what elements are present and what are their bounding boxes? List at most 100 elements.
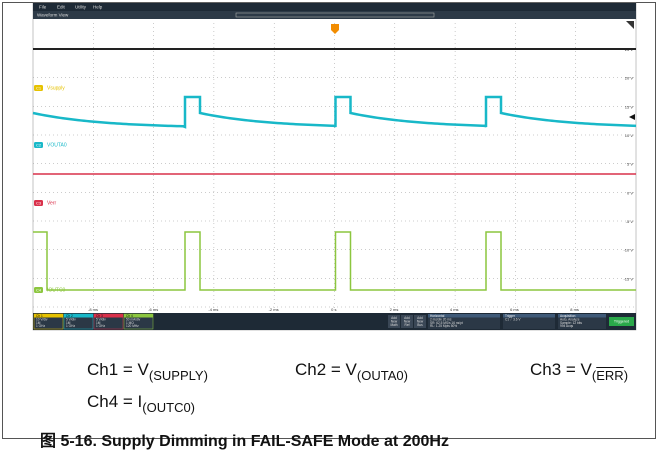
channel-badge — [34, 85, 43, 91]
add-button-text: New — [391, 319, 398, 323]
channel-badge — [34, 287, 43, 293]
channel-box-line: 50 mA/div — [126, 318, 141, 322]
window-title: Waveform View — [37, 13, 69, 18]
channel-box-title: Ch 4 — [126, 314, 133, 318]
channel-id: C4 — [36, 287, 42, 292]
channel-box-title: Ch 2 — [66, 314, 73, 318]
add-button-text: Ref — [405, 323, 410, 327]
add-button — [388, 315, 400, 328]
add-button — [414, 315, 426, 328]
acquisition-head — [558, 314, 606, 318]
channel-badge — [34, 200, 43, 206]
acquisition-box — [558, 314, 606, 329]
channel-id: C3 — [36, 200, 42, 205]
channel-box-head — [64, 314, 93, 318]
legend-text: Ch4 = I — [87, 392, 143, 411]
legend-ch1: Ch1 = V(SUPPLY) — [87, 360, 208, 383]
legend-text: Ch1 = V — [87, 360, 149, 379]
channel-badge — [34, 142, 43, 148]
channel-id: C2 — [36, 142, 42, 147]
legend-ch3: Ch3 = V(ERR) — [530, 360, 628, 383]
horizontal-title: Horizontal — [430, 314, 445, 318]
record-view — [235, 12, 435, 18]
channel-name: Verr — [47, 201, 57, 207]
horizontal-line: SR: 62.5 MS/s 16 ns/pt — [430, 321, 463, 325]
add-button-text: Bus — [417, 323, 423, 327]
channel-name: IOUTC0 — [47, 288, 66, 294]
time-label: 2 ms — [390, 307, 399, 312]
trace-voutao — [32, 95, 637, 129]
menu-bar — [33, 3, 636, 11]
y-level-label: 10 V — [625, 133, 634, 138]
add-button-text: New — [404, 319, 411, 323]
y-level-label: -10 V — [623, 248, 633, 253]
add-button-text: Math — [390, 323, 397, 327]
horizontal-line: RL: 1.25 Mpts 50% — [430, 324, 457, 328]
legend-sub: (OUTA0) — [356, 368, 408, 383]
legend-ch4: Ch4 = I(OUTC0) — [87, 392, 195, 415]
screen-bg — [32, 2, 637, 331]
channel-box-line: 1 GHz — [36, 324, 45, 328]
acquisition-line: Sample: 12 bits — [560, 321, 582, 325]
y-level-label: -15 V — [623, 276, 633, 281]
channel-box-line: 1M — [96, 321, 101, 325]
menu-item: File — [39, 5, 47, 10]
channel-name: VOUTA0 — [47, 143, 67, 149]
add-button — [401, 315, 413, 328]
trigger-line: C1 ⟋ 3.6 V — [505, 318, 521, 322]
add-button-text: New — [417, 319, 424, 323]
channel-box-head — [94, 314, 123, 318]
channel-box-head — [124, 314, 153, 318]
add-button-text: Add — [391, 316, 397, 320]
time-label: 8 ms — [570, 307, 579, 312]
trigger-level — [629, 114, 635, 120]
channel-box-line: 120 MHz — [126, 324, 139, 328]
menu-item: Utility — [75, 5, 87, 10]
time-label: -8 ms — [88, 307, 98, 312]
status-button — [609, 317, 634, 326]
time-label: -2 ms — [269, 307, 279, 312]
horizontal-line: 2 ms/div 20 ms — [430, 318, 452, 322]
y-level-label: 5 V — [627, 162, 633, 167]
legend-sub: (SUPPLY) — [148, 368, 208, 383]
add-button-text: Add — [404, 316, 410, 320]
channel-box-title: Ch 3 — [96, 314, 103, 318]
menu-item: Help — [93, 5, 103, 10]
acquisition-line: 994 Acqs — [560, 324, 574, 328]
legend-sub: ERR — [596, 368, 624, 383]
channel-box-line: 1 MΩ — [126, 321, 134, 325]
channel-box-line: 1 GHz — [66, 324, 75, 328]
horizontal-head — [428, 314, 500, 318]
trigger-title: Trigger — [505, 314, 516, 318]
figure-frame — [2, 2, 656, 439]
legend-text: Ch3 = V — [530, 360, 592, 379]
trigger-box — [503, 314, 555, 329]
caption: 图 5-16. Supply Dimming in FAIL-SAFE Mode… — [40, 433, 449, 450]
time-label: -6 ms — [148, 307, 158, 312]
time-label: 4 ms — [450, 307, 459, 312]
status-text: Triggered — [614, 320, 629, 324]
horizontal-box — [428, 314, 500, 329]
acquisition-line: Auto, Analyze — [560, 318, 580, 322]
channel-box-line: 1M — [66, 321, 71, 325]
channel-box-line: 5 V/div — [66, 318, 76, 322]
menu-item: Edit — [57, 5, 66, 10]
legend-sub: ) — [623, 368, 629, 383]
y-level-label: 20 V — [625, 76, 634, 81]
channel-box-title: Ch 1 — [36, 314, 43, 318]
trigger-head — [503, 314, 555, 318]
trace-ioutc0 — [33, 231, 636, 291]
legend-sub: (OUTC0) — [142, 400, 196, 415]
channel-name: Vsupply — [47, 86, 65, 92]
channel-id: C1 — [36, 85, 42, 90]
y-level-label: -5 V — [626, 219, 634, 224]
time-label: 6 ms — [510, 307, 519, 312]
channel-box-line: 10 V/div — [36, 318, 48, 322]
corner-mark — [626, 21, 634, 29]
channel-box-head — [34, 314, 63, 318]
title-bar — [33, 11, 636, 19]
acquisition-title: Acquisition — [560, 314, 576, 318]
channel-box-line: 1M — [36, 321, 41, 325]
